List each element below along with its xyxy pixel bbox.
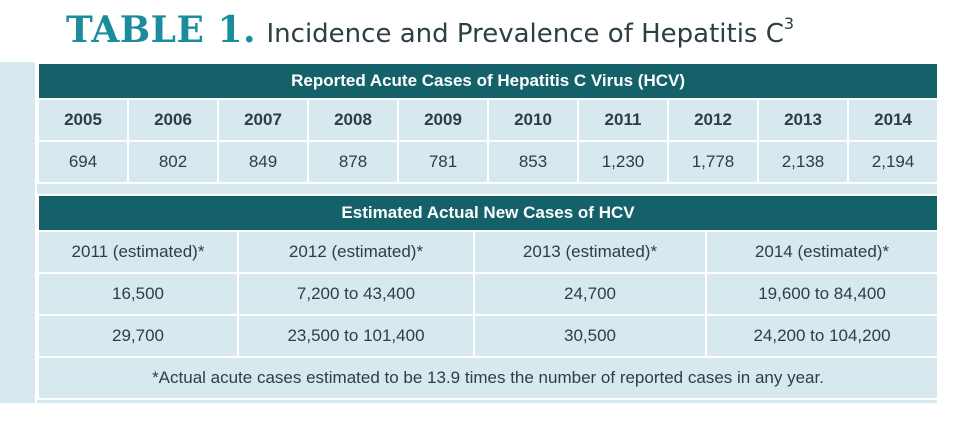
reported-values-row: 694 802 849 878 781 853 1,230 1,778 2,13… [37, 140, 940, 184]
table-row: 29,700 23,500 to 101,400 30,500 24,200 t… [37, 314, 939, 358]
reported-cases-header: Reported Acute Cases of Hepatitis C Viru… [36, 62, 940, 100]
year-cell: 2012 [667, 98, 759, 142]
table-cell: 29,700 [37, 314, 239, 358]
column-header: 2014 (estimated)* [705, 230, 939, 274]
table-caption-text: Incidence and Prevalence of Hepatitis C [266, 19, 784, 49]
year-cell: 2007 [217, 98, 309, 142]
value-cell: 781 [397, 140, 489, 184]
table-caption: Incidence and Prevalence of Hepatitis C3 [266, 14, 795, 49]
year-cell: 2014 [846, 98, 940, 142]
estimated-cases-header: Estimated Actual New Cases of HCV [37, 194, 939, 232]
year-cell: 2005 [37, 98, 129, 142]
table-cell: 23,500 to 101,400 [237, 314, 475, 358]
value-cell: 802 [127, 140, 219, 184]
value-cell: 853 [487, 140, 579, 184]
table-cell: 24,700 [473, 272, 707, 316]
value-cell: 694 [37, 140, 129, 184]
column-header: 2011 (estimated)* [37, 230, 239, 274]
table-cell: 24,200 to 104,200 [705, 314, 939, 358]
side-divider [35, 62, 37, 403]
table-cell: 16,500 [37, 272, 239, 316]
table-cell: 30,500 [473, 314, 707, 358]
year-row: 2005 2006 2007 2008 2009 2010 2011 2012 … [37, 98, 940, 142]
value-cell: 849 [217, 140, 309, 184]
year-cell: 2009 [397, 98, 489, 142]
table-row: 16,500 7,200 to 43,400 24,700 19,600 to … [37, 272, 939, 316]
value-cell: 1,778 [667, 140, 759, 184]
value-cell: 1,230 [577, 140, 669, 184]
value-cell: 2,138 [757, 140, 849, 184]
column-header: 2012 (estimated)* [237, 230, 475, 274]
year-cell: 2006 [127, 98, 219, 142]
footnote-superscript: 3 [783, 14, 795, 33]
value-cell: 878 [307, 140, 399, 184]
value-cell: 2,194 [846, 140, 940, 184]
year-cell: 2011 [577, 98, 669, 142]
reported-cases-table: Reported Acute Cases of Hepatitis C Viru… [36, 62, 940, 184]
table-cell: 7,200 to 43,400 [237, 272, 475, 316]
year-cell: 2013 [757, 98, 849, 142]
footnote: *Actual acute cases estimated to be 13.9… [37, 356, 939, 400]
year-cell: 2008 [307, 98, 399, 142]
table-label: TABLE 1. [66, 9, 257, 51]
table-cell: 19,600 to 84,400 [705, 272, 939, 316]
column-header: 2013 (estimated)* [473, 230, 707, 274]
estimated-column-row: 2011 (estimated)* 2012 (estimated)* 2013… [37, 230, 939, 274]
table-title: TABLE 1. Incidence and Prevalence of Hep… [66, 8, 794, 52]
estimated-cases-table: Estimated Actual New Cases of HCV 2011 (… [37, 194, 939, 400]
year-cell: 2010 [487, 98, 579, 142]
